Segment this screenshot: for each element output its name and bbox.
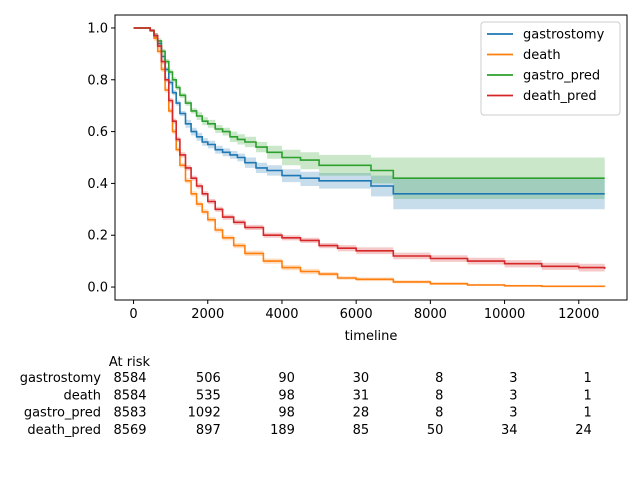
at-risk-row-label: gastro_pred bbox=[24, 406, 101, 421]
x-tick-label: 0 bbox=[129, 307, 137, 322]
at-risk-count: 1 bbox=[583, 406, 591, 421]
x-tick-label: 2000 bbox=[191, 307, 224, 322]
at-risk-count: 24 bbox=[575, 423, 592, 438]
at-risk-count: 1 bbox=[583, 388, 591, 403]
y-tick-label: 0.0 bbox=[87, 281, 108, 296]
y-tick-label: 0.8 bbox=[87, 73, 108, 88]
x-tick-label: 12000 bbox=[558, 307, 599, 322]
at-risk-count: 34 bbox=[501, 423, 518, 438]
survival-curves bbox=[133, 27, 606, 288]
y-tick-label: 0.4 bbox=[87, 177, 108, 192]
at-risk-count: 1 bbox=[583, 371, 591, 386]
legend-label-gastro-pred: gastro_pred bbox=[523, 69, 600, 84]
at-risk-count: 1092 bbox=[188, 406, 221, 421]
at-risk-count: 31 bbox=[353, 388, 370, 403]
at-risk-count: 8 bbox=[435, 388, 443, 403]
at-risk-row-label: death bbox=[63, 388, 101, 403]
at-risk-count: 90 bbox=[278, 371, 295, 386]
at-risk-count: 8569 bbox=[113, 423, 146, 438]
x-axis-label: timeline bbox=[345, 329, 398, 344]
legend-label-death-pred: death_pred bbox=[523, 89, 597, 104]
axes-frame bbox=[114, 14, 628, 301]
at-risk-count: 8 bbox=[435, 371, 443, 386]
at-risk-title: At risk bbox=[109, 355, 151, 370]
at-risk-count: 50 bbox=[427, 423, 444, 438]
legend: gastrostomy death gastro_pred death_pred bbox=[480, 21, 621, 116]
x-tick-label: 10000 bbox=[484, 307, 525, 322]
legend-box bbox=[480, 21, 621, 116]
legend-label-death: death bbox=[523, 48, 561, 63]
x-axis-ticks: 0 2000 4000 6000 8000 10000 12000 bbox=[129, 300, 599, 322]
ci-band-gastrostomy bbox=[133, 28, 605, 210]
at-risk-row-label: gastrostomy bbox=[20, 371, 102, 386]
at-risk-count: 30 bbox=[353, 371, 370, 386]
x-tick-label: 6000 bbox=[340, 307, 373, 322]
plot-area bbox=[133, 27, 606, 288]
at-risk-count: 8583 bbox=[113, 406, 146, 421]
at-risk-count: 535 bbox=[196, 388, 221, 403]
y-tick-label: 0.2 bbox=[87, 229, 108, 244]
at-risk-count: 28 bbox=[353, 406, 370, 421]
at-risk-count: 98 bbox=[278, 388, 295, 403]
at-risk-count: 3 bbox=[509, 388, 517, 403]
y-axis-ticks: 0.0 0.2 0.4 0.6 0.8 1.0 bbox=[87, 21, 115, 296]
at-risk-count: 506 bbox=[196, 371, 221, 386]
at-risk-count: 98 bbox=[278, 406, 295, 421]
x-tick-label: 8000 bbox=[414, 307, 447, 322]
at-risk-count: 85 bbox=[353, 423, 370, 438]
curve-death-pred bbox=[133, 27, 606, 269]
at-risk-count: 8584 bbox=[113, 388, 146, 403]
x-tick-label: 4000 bbox=[265, 307, 298, 322]
at-risk-count: 189 bbox=[270, 423, 295, 438]
at-risk-count: 8584 bbox=[113, 371, 146, 386]
at-risk-row-label: death_pred bbox=[27, 423, 101, 438]
at-risk-count: 8 bbox=[435, 406, 443, 421]
at-risk-count: 3 bbox=[509, 371, 517, 386]
y-tick-label: 0.6 bbox=[87, 125, 108, 140]
at-risk-count: 3 bbox=[509, 406, 517, 421]
at-risk-count: 897 bbox=[196, 423, 221, 438]
legend-label-gastrostomy: gastrostomy bbox=[523, 28, 605, 43]
y-tick-label: 1.0 bbox=[87, 21, 108, 36]
